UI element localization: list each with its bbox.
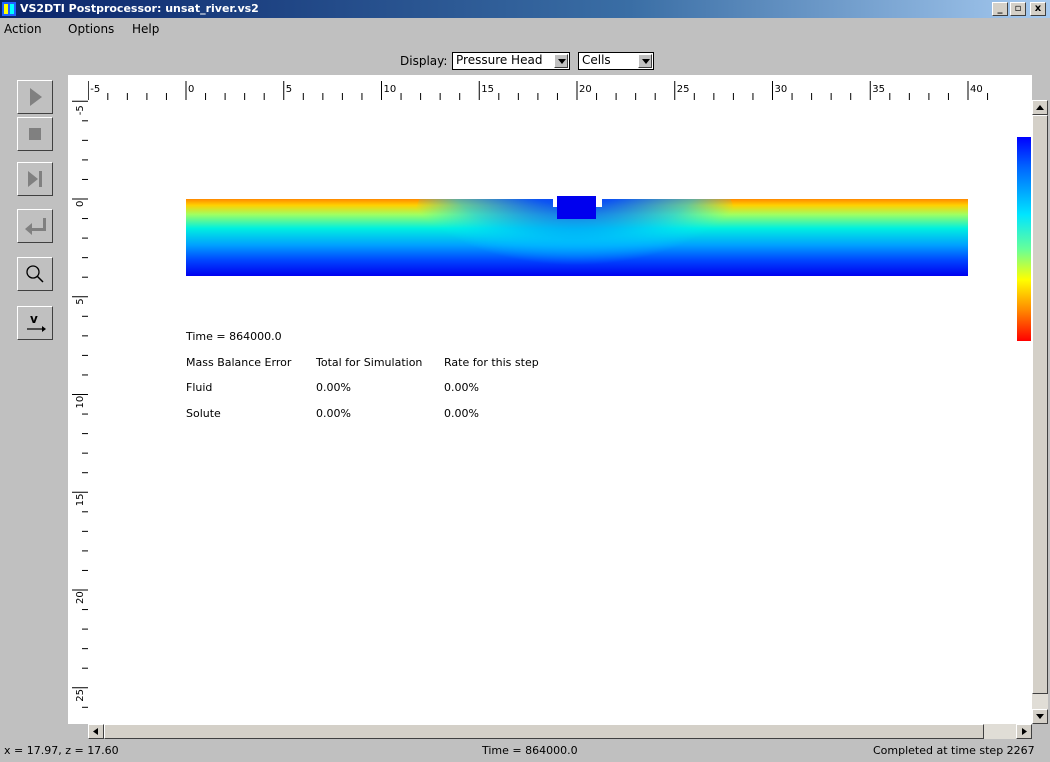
x-tick-label: 35 (872, 84, 885, 95)
ruler-corner (68, 75, 88, 100)
rate-step-header: Rate for this step (444, 356, 539, 369)
arrow-right-icon (1022, 728, 1027, 735)
display-toolbar: Display: Pressure Head Cells (0, 40, 1050, 72)
window-title: VS2DTI Postprocessor: unsat_river.vs2 (20, 2, 259, 15)
x-tick-label: 25 (677, 84, 690, 95)
z-tick-label: 15 (75, 494, 86, 507)
minimize-button[interactable]: _ (992, 2, 1008, 16)
step-button[interactable] (17, 162, 53, 196)
chevron-down-icon (638, 54, 652, 68)
pressure-head-field (186, 196, 968, 276)
x-tick-label: 0 (188, 84, 194, 95)
river-plume (415, 199, 735, 276)
river-channel (557, 207, 596, 219)
horizontal-scroll-thumb[interactable] (104, 724, 984, 739)
solute-label: Solute (186, 407, 221, 420)
menu-options[interactable]: Options (68, 22, 115, 36)
scroll-right-button[interactable] (1016, 724, 1032, 739)
velocity-button[interactable]: v (17, 306, 53, 340)
stop-button[interactable] (17, 117, 53, 151)
velocity-icon: v (27, 312, 46, 332)
horizontal-scrollbar[interactable] (88, 724, 1032, 739)
menu-help[interactable]: Help (132, 22, 160, 36)
colorbar (1017, 137, 1031, 341)
svg-text:v: v (30, 312, 38, 326)
display-variable-value: Pressure Head (456, 53, 543, 67)
vertical-scrollbar[interactable] (1032, 100, 1048, 724)
total-simulation-header: Total for Simulation (316, 356, 423, 369)
fluid-rate: 0.00% (444, 381, 479, 394)
x-tick-label: 10 (384, 84, 397, 95)
time-readout: Time = 864000.0 (186, 330, 282, 343)
display-mode-select[interactable]: Cells (578, 52, 654, 70)
menu-bar: Action Options Help (0, 18, 1050, 40)
x-ruler-ticks: -5 0 5 10 15 20 25 30 35 40 (87, 81, 989, 100)
z-ruler-ticks: -5 0 5 10 15 20 25 (72, 100, 88, 708)
menu-action[interactable]: Action (4, 22, 42, 36)
scroll-up-button[interactable] (1032, 100, 1048, 115)
x-tick-label: 15 (481, 84, 494, 95)
zoom-icon (26, 265, 44, 283)
vertical-scroll-thumb[interactable] (1032, 115, 1048, 694)
x-tick-label: 20 (579, 84, 592, 95)
plot-canvas[interactable]: Time = 864000.0 Mass Balance Error Total… (88, 100, 1032, 724)
play-button[interactable] (17, 80, 53, 114)
x-tick-label: -5 (90, 84, 100, 95)
fluid-label: Fluid (186, 381, 213, 394)
z-tick-label: 5 (75, 298, 86, 304)
status-bar: x = 17.97, z = 17.60 Time = 864000.0 Com… (0, 741, 1050, 762)
rewind-button[interactable] (17, 209, 53, 243)
cursor-coordinates: x = 17.97, z = 17.60 (4, 744, 119, 757)
maximize-button[interactable]: ▫ (1010, 2, 1026, 16)
step-icon (28, 171, 42, 187)
fluid-total: 0.00% (316, 381, 351, 394)
z-tick-label: 10 (75, 396, 86, 409)
stop-icon (29, 128, 41, 140)
scroll-left-button[interactable] (88, 724, 104, 739)
arrow-left-icon (93, 728, 98, 735)
rewind-icon (25, 218, 46, 235)
status-completed: Completed at time step 2267 (873, 744, 1035, 757)
solute-total: 0.00% (316, 407, 351, 420)
x-tick-label: 30 (775, 84, 788, 95)
arrow-down-icon (1036, 714, 1044, 719)
display-variable-select[interactable]: Pressure Head (452, 52, 570, 70)
z-tick-label: 20 (75, 591, 86, 604)
z-tick-label: 0 (75, 201, 86, 207)
display-label: Display: (400, 54, 448, 68)
solute-rate: 0.00% (444, 407, 479, 420)
z-tick-label: 25 (75, 689, 86, 702)
play-icon (30, 88, 42, 106)
title-bar: VS2DTI Postprocessor: unsat_river.vs2 _ … (0, 0, 1050, 18)
close-button[interactable]: x (1030, 2, 1046, 16)
scroll-down-button[interactable] (1032, 709, 1048, 724)
arrow-up-icon (1036, 105, 1044, 110)
river-bed (557, 196, 596, 207)
x-ruler: -5 0 5 10 15 20 25 30 35 40 (87, 75, 1032, 100)
x-tick-label: 5 (286, 84, 292, 95)
display-mode-value: Cells (582, 53, 611, 67)
app-icon (2, 2, 16, 16)
z-ruler: -5 0 5 10 15 20 25 (68, 100, 88, 724)
status-time: Time = 864000.0 (482, 744, 578, 757)
x-tick-label: 40 (970, 84, 983, 95)
chevron-down-icon (554, 54, 568, 68)
z-tick-label: -5 (75, 105, 86, 115)
zoom-button[interactable] (17, 257, 53, 291)
mass-balance-header: Mass Balance Error (186, 356, 292, 369)
